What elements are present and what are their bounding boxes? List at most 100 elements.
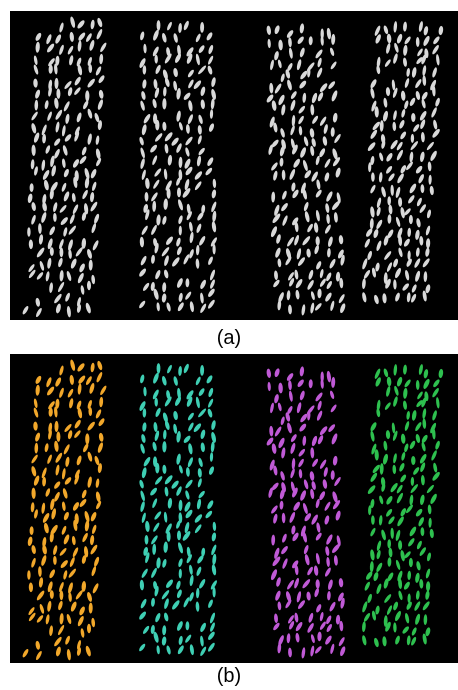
grain	[403, 238, 410, 247]
grain	[273, 170, 278, 181]
grain	[395, 216, 401, 227]
grain	[319, 491, 326, 501]
grain	[79, 499, 87, 507]
grain	[291, 487, 298, 498]
grain	[166, 236, 173, 245]
grain	[271, 505, 278, 514]
grain	[297, 600, 306, 609]
grain	[97, 463, 102, 474]
grain	[38, 223, 42, 234]
grain	[390, 527, 394, 539]
grain	[43, 179, 49, 191]
grain	[196, 498, 202, 510]
grain	[304, 513, 312, 522]
grain	[176, 520, 181, 529]
grain	[406, 411, 410, 420]
grain	[376, 583, 382, 595]
grain	[140, 255, 147, 266]
grain	[289, 168, 296, 180]
grain	[383, 368, 389, 378]
grain	[153, 522, 160, 532]
grain	[91, 274, 96, 285]
grain	[270, 226, 278, 238]
grain	[212, 553, 217, 566]
grain	[200, 292, 204, 304]
grain	[177, 530, 181, 541]
grain	[275, 590, 281, 601]
grain	[189, 564, 193, 575]
grain	[155, 612, 161, 623]
grain	[362, 278, 366, 290]
grain	[195, 33, 201, 43]
grain	[88, 602, 93, 614]
grain	[282, 558, 288, 569]
grain	[163, 198, 168, 210]
grain	[177, 387, 181, 399]
grain	[49, 226, 56, 236]
grain	[195, 396, 200, 409]
grain	[142, 625, 150, 634]
grain	[27, 227, 31, 237]
grain	[387, 214, 392, 224]
grain	[31, 454, 38, 464]
grain	[298, 458, 304, 468]
grain	[417, 48, 423, 57]
grain	[94, 213, 100, 224]
grain	[324, 515, 330, 525]
grain	[421, 54, 427, 65]
grain	[405, 613, 410, 624]
grain	[394, 42, 399, 53]
grain	[316, 410, 323, 421]
grain	[404, 421, 410, 431]
grain	[363, 269, 371, 279]
grain	[183, 435, 191, 443]
grain	[329, 258, 336, 269]
grain	[397, 173, 404, 184]
grain	[198, 457, 203, 468]
grain	[364, 581, 370, 591]
grain	[206, 375, 213, 384]
grain	[210, 441, 215, 453]
grain	[198, 490, 205, 499]
grain	[281, 203, 288, 212]
panel-b-caption: (b)	[216, 665, 242, 687]
grain	[373, 229, 379, 239]
grain	[91, 617, 96, 628]
grain	[30, 159, 35, 170]
grain	[76, 57, 82, 67]
grain	[164, 420, 170, 430]
grain	[45, 271, 50, 282]
grain	[186, 546, 191, 558]
grain	[59, 270, 64, 282]
grain	[406, 292, 411, 303]
grain	[94, 112, 100, 123]
grain	[84, 177, 90, 189]
grain	[184, 158, 191, 169]
grain	[66, 270, 72, 282]
grain	[143, 456, 151, 467]
grain	[317, 288, 322, 299]
grain	[54, 420, 59, 433]
grain	[402, 283, 410, 291]
grain	[303, 479, 309, 490]
grain	[267, 38, 271, 49]
grain	[162, 216, 167, 225]
grain	[294, 612, 299, 623]
grain	[303, 202, 309, 212]
grain	[289, 390, 293, 402]
grain	[404, 551, 411, 559]
grain	[319, 459, 327, 469]
grain	[162, 376, 167, 386]
grain	[294, 221, 299, 233]
grain	[415, 165, 423, 174]
grain	[55, 452, 63, 463]
grain	[286, 290, 291, 301]
grain	[383, 615, 388, 627]
grain	[90, 512, 97, 522]
grain	[337, 592, 344, 602]
grain	[80, 285, 85, 295]
grain	[378, 515, 383, 526]
grain	[197, 212, 204, 221]
grain	[396, 141, 403, 151]
grain	[68, 568, 76, 578]
